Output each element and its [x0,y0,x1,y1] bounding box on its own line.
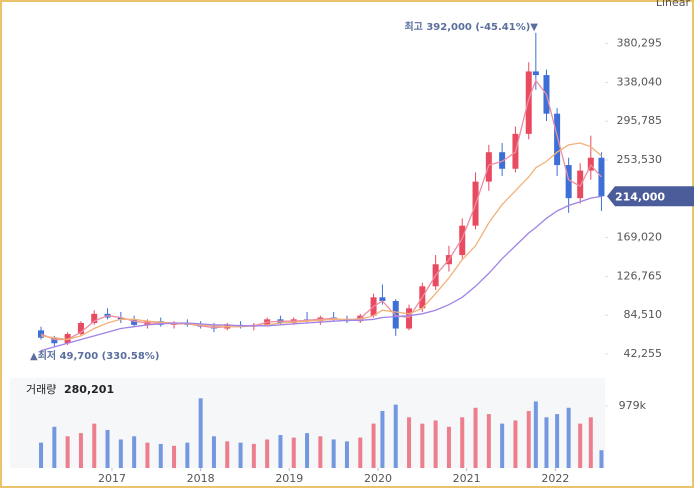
volume-bar [331,439,336,468]
y-tick-label: 338,040 [617,75,663,88]
volume-bar [318,436,323,468]
volume-bar [291,437,296,468]
volume-bar [358,437,363,468]
volume-bar [578,423,583,468]
y-tick-label: 169,020 [617,231,663,244]
scale-toggle[interactable]: Linear [656,0,691,9]
volume-bar [118,439,123,468]
candle-body [532,71,539,76]
x-tick-label: 2018 [187,472,215,485]
volume-bar [344,441,349,468]
volume-bar [380,410,385,468]
volume-bar [305,433,310,468]
volume-bar [158,443,163,468]
candle-body [64,334,71,344]
volume-bar [278,435,283,468]
volume-bar [172,445,177,468]
volume-bar [566,407,571,468]
volume-bar [433,420,438,468]
volume-bar [238,442,243,468]
volume-bar [393,404,398,468]
moving-average [40,142,602,341]
moving-average [40,79,602,341]
y-tick-label: 295,785 [617,114,663,127]
candle-body [379,297,386,301]
y-tick-label: 42,255 [624,347,663,360]
x-tick-label: 2020 [364,472,392,485]
volume-bar [52,426,57,468]
volume-bar [599,450,604,468]
volume-bar [486,414,491,468]
volume-current: 280,201 [64,383,114,396]
volume-bar [407,417,412,468]
candle-body [554,113,561,166]
moving-average [40,195,602,352]
last-price-tag [607,186,694,207]
candle-body [525,71,532,134]
y-tick-label: 126,765 [617,269,663,282]
volume-bar [92,423,97,468]
x-tick-label: 2017 [98,472,126,485]
volume-bar [555,414,560,468]
y-tick-label: 84,510 [624,308,663,321]
volume-bar [225,441,230,468]
low-annotation: ▲최저 49,700 (330.58%) [30,349,159,362]
volume-tick-label: 979k [619,399,647,412]
candle-body [565,165,572,199]
candle-body [131,319,138,325]
volume-bar [526,410,531,468]
volume-bar [132,436,137,468]
candle-body [91,313,98,324]
candle-body [51,337,58,344]
volume-bar [198,398,203,468]
volume-bar [39,442,44,468]
candle-body [499,152,506,169]
volume-bar [446,426,451,468]
volume-bar [420,423,425,468]
volume-title: 거래량 [26,383,56,396]
volume-bar [588,417,593,468]
volume-bar [513,420,518,468]
y-tick-label: 380,295 [617,37,663,50]
x-tick-label: 2019 [275,472,303,485]
volume-bar [473,407,478,468]
candle-body [77,323,84,335]
last-price-label: 214,000 [615,190,665,203]
volume-bar [533,401,538,468]
candle-body [392,300,399,329]
volume-bar [544,417,549,468]
volume-bar [145,442,150,468]
volume-bar [251,443,256,468]
volume-bar [211,436,216,468]
x-tick-label: 2021 [453,472,481,485]
candle-body [117,317,124,320]
volume-bar [500,423,505,468]
volume-bar [460,417,465,468]
volume-bar [265,439,270,468]
high-annotation: 최고 392,000 (-45.41%)▼ [404,20,538,33]
volume-bar [65,436,70,468]
candle-body [406,308,413,329]
volume-bar [78,433,83,468]
candle-body [577,170,584,199]
volume-bar [185,442,190,468]
y-tick-label: 253,530 [617,153,663,166]
candle-body [459,225,466,256]
volume-bar [105,429,110,468]
volume-bar [371,423,376,468]
x-tick-label: 2022 [541,472,569,485]
